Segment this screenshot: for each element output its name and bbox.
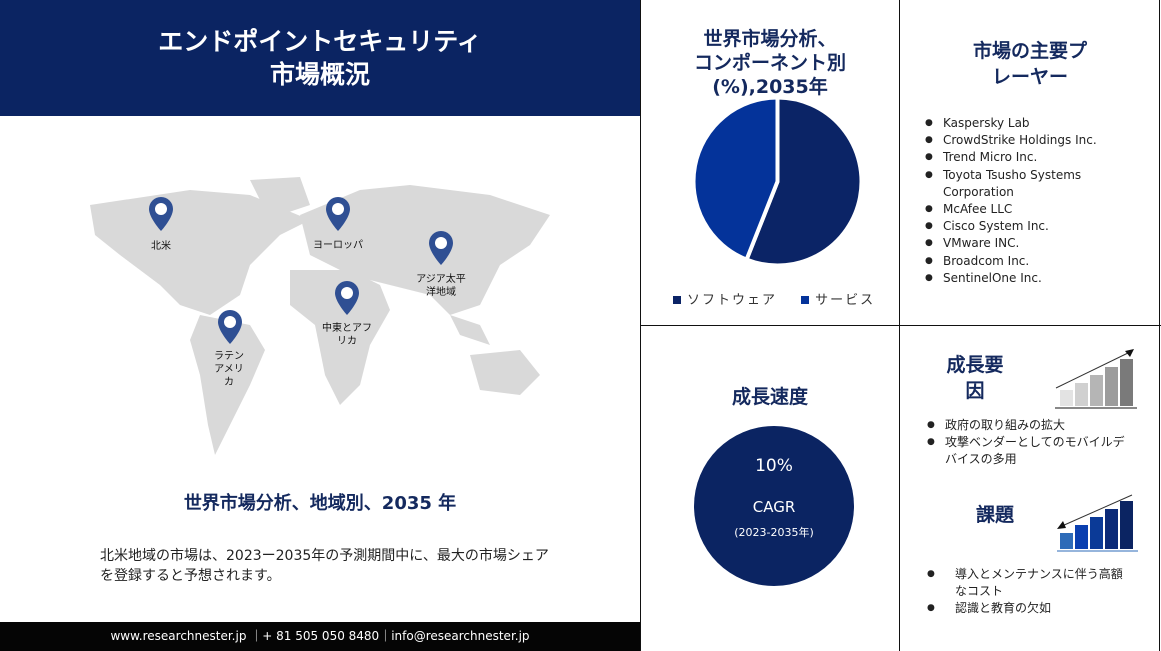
title-line: 世界市場分析、: [703, 28, 837, 50]
player-item: CrowdStrike Holdings Inc.: [925, 132, 1115, 149]
pie-slice-0: [743, 95, 864, 268]
location-pin-icon: [218, 310, 242, 344]
component-chart-title: 世界市場分析、 コンポーネント別 (%),2035年: [641, 27, 899, 99]
drivers-list: 政府の取り組みの拡大 攻撃ベンダーとしてのモバイルデバイスの多用: [927, 417, 1132, 469]
footer-contact: www.researchnester.jp ｜+ 81 505 050 8480…: [0, 622, 640, 651]
pin-label: ヨーロッパ: [313, 240, 363, 251]
player-item: Toyota Tsusho Systems Corporation: [925, 167, 1115, 201]
location-pin-icon: [335, 281, 359, 315]
player-item: Kaspersky Lab: [925, 115, 1115, 132]
challenges-title: 課題: [975, 504, 1014, 526]
cagr-value: 10%: [755, 456, 793, 476]
map-eurasia: [300, 185, 550, 315]
challenges-list: 導入とメンテナンスに伴う高額なコスト 認識と教育の欠如: [927, 566, 1132, 618]
map-greenland: [250, 177, 310, 215]
growth-title: 成長速度: [731, 386, 808, 408]
drivers-title: 成長要因: [946, 354, 1004, 402]
growth-bar-chart-icon: [1055, 349, 1137, 409]
pin-label: ラテンアメリカ: [214, 351, 244, 388]
driver-item: 攻撃ベンダーとしてのモバイルデバイスの多用: [927, 434, 1132, 468]
title-line1: エンドポイントセキュリティ: [158, 27, 482, 56]
players-list: Kaspersky Lab CrowdStrike Holdings Inc. …: [925, 115, 1115, 287]
player-item: McAfee LLC: [925, 201, 1115, 218]
legend-item-service: サービス: [801, 293, 875, 308]
pin-label: 中東とアフリカ: [322, 323, 372, 347]
header-banner: エンドポイントセキュリティ 市場概況: [0, 0, 640, 116]
title-line2: 市場概況: [269, 60, 370, 89]
title-line: (%),2035年: [712, 76, 828, 98]
challenge-item: 導入とメンテナンスに伴う高額なコスト: [927, 566, 1132, 600]
pin-label: アジア太平洋地域: [416, 274, 466, 298]
player-item: SentinelOne Inc.: [925, 270, 1115, 287]
map-north-america: [90, 190, 310, 315]
cagr-label: CAGR: [752, 498, 796, 516]
title-line: コンポーネント別: [693, 52, 846, 74]
map-australia: [470, 350, 540, 395]
location-pin-icon: [429, 231, 453, 265]
world-map: [90, 177, 550, 455]
cagr-period: (2023-2035年): [734, 526, 814, 539]
player-item: Trend Micro Inc.: [925, 149, 1115, 166]
player-item: Cisco System Inc.: [925, 218, 1115, 235]
divider: [640, 325, 1161, 326]
map-africa: [290, 270, 390, 405]
regional-title: 世界市場分析、地域別、2035 年: [183, 493, 457, 514]
decline-bar-chart-icon: [1057, 494, 1138, 552]
pie-slice-1: [691, 95, 780, 263]
location-pin-icon: [326, 197, 350, 231]
pie-chart: [691, 95, 864, 268]
players-title: 市場の主要プ レーヤー: [972, 40, 1087, 88]
divider: [1159, 0, 1160, 651]
regional-description: 北米地域の市場は、2023ー2035年の予測期間中に、最大の市場シェアを登録する…: [100, 548, 549, 584]
map-se-asia: [450, 315, 490, 345]
location-pin-icon: [149, 197, 173, 231]
cagr-circle: 10% CAGR (2023-2035年): [694, 426, 854, 586]
player-item: VMware INC.: [925, 235, 1115, 252]
pin-label: 北米: [151, 241, 171, 252]
challenge-item: 認識と教育の欠如: [927, 600, 1132, 617]
map-south-america: [190, 315, 265, 455]
pie-legend: ソフトウェア サービス: [673, 289, 875, 308]
player-item: Broadcom Inc.: [925, 253, 1115, 270]
legend-item-software: ソフトウェア: [673, 293, 777, 308]
driver-item: 政府の取り組みの拡大: [927, 417, 1132, 434]
